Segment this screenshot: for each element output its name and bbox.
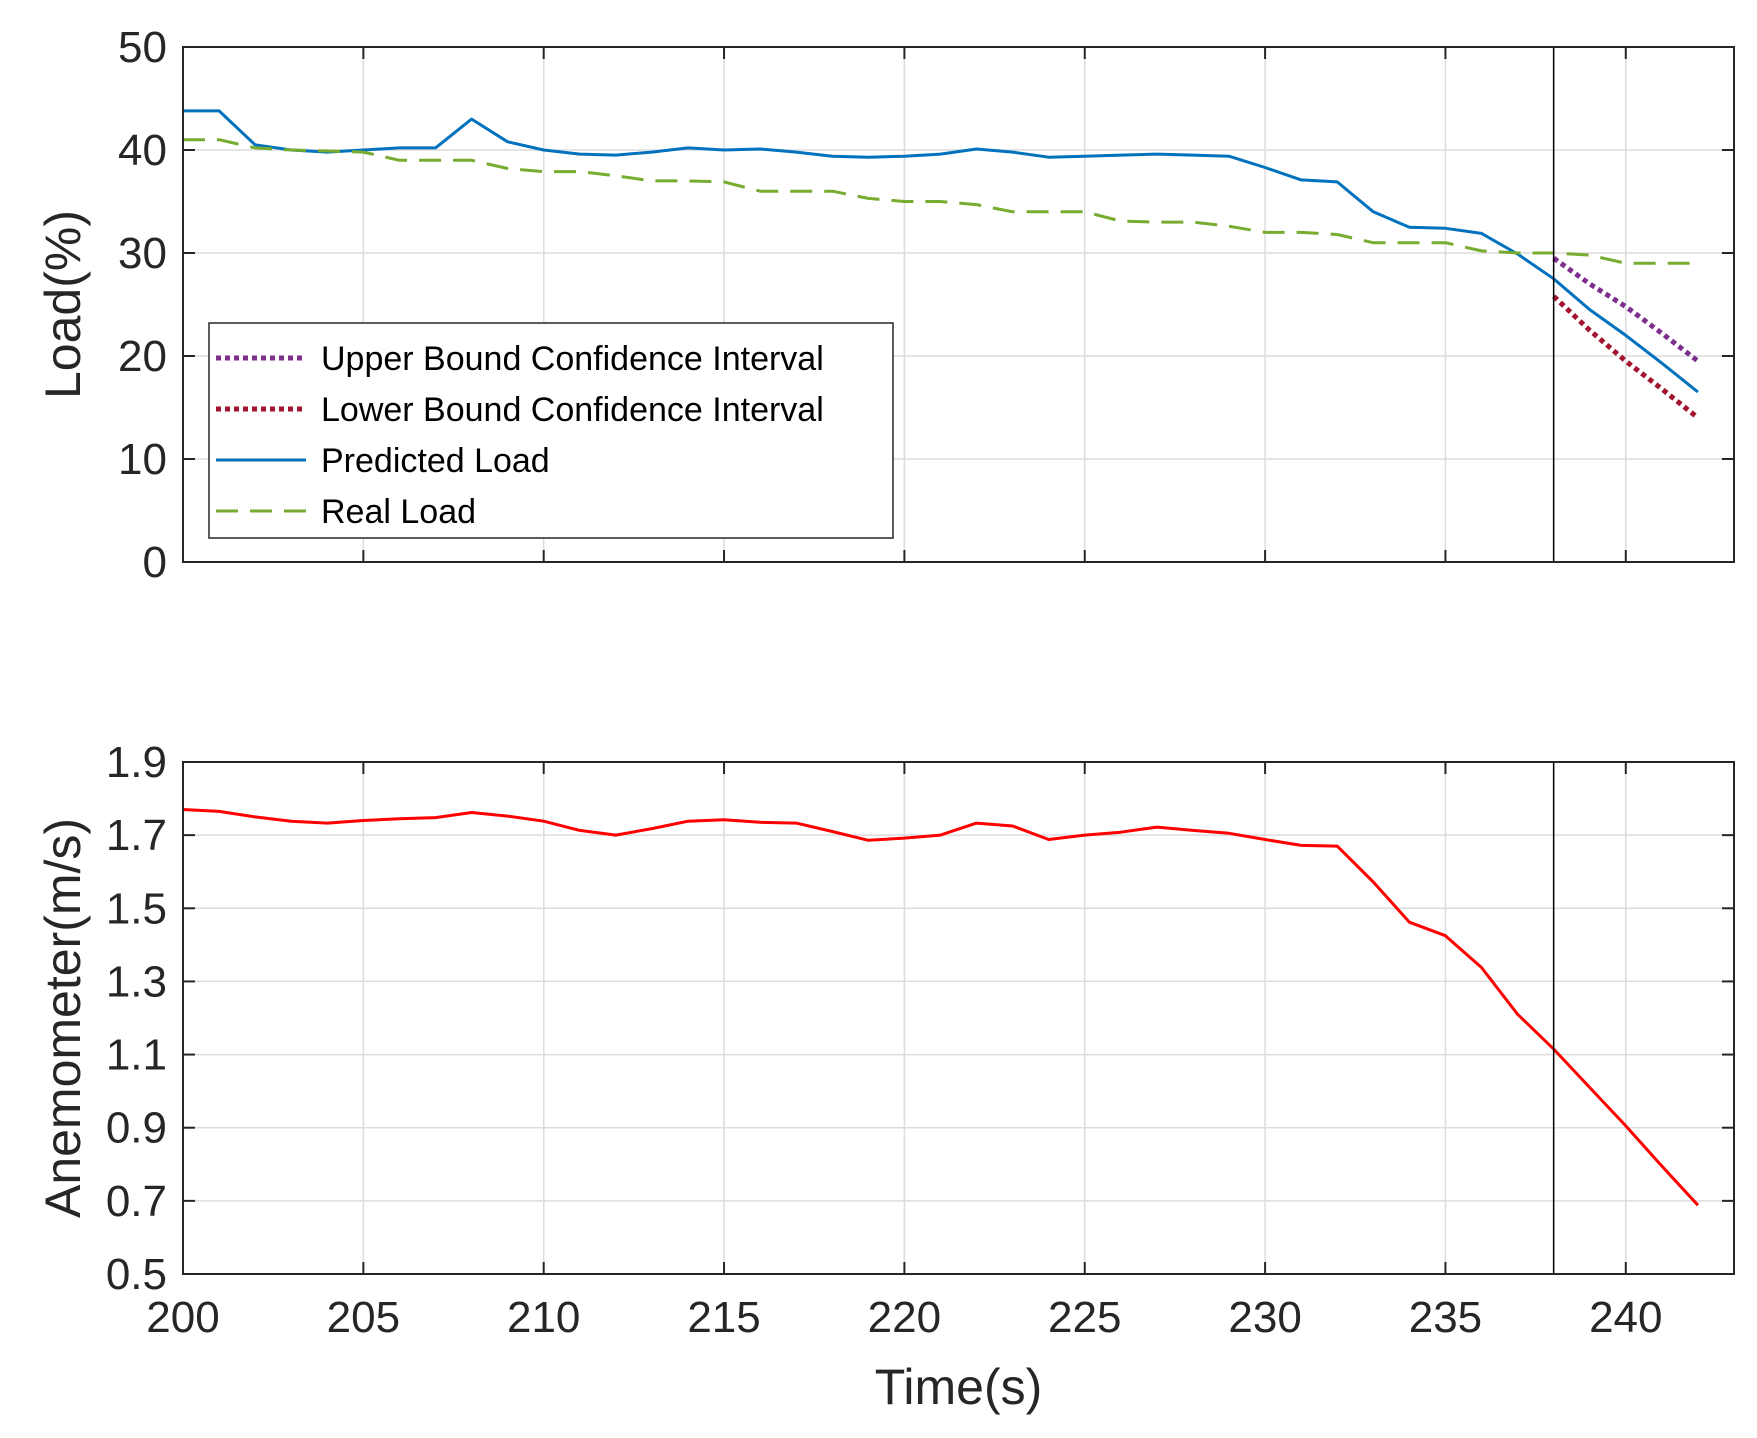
anemometer-chart: 0.5 0.7 0.9 1.1 1.3 1.5 1.7 1.9 200 205 210 215 220…: [35, 738, 1735, 1415]
legend-box: [208, 322, 894, 539]
load-ytick-labels: 0 10 20 30 40 50: [118, 23, 167, 587]
anemometer-ytick-labels: 0.5 0.7 0.9 1.1 1.3 1.5 1.7 1.9: [106, 738, 167, 1299]
load-ytick-label: 30: [118, 229, 167, 278]
load-ticks: [182, 46, 1734, 563]
anemometer-xtick-labels: 200 205 210 215 220 225 230 235 240: [146, 1293, 1662, 1342]
anemometer-ytick-label: 1.9: [106, 738, 167, 787]
load-axes-frame: [182, 46, 1735, 563]
anemometer-ytick-label: 1.5: [106, 884, 167, 933]
load-series-line-1: [1551, 294, 1700, 420]
anemometer-ytick-label: 0.9: [106, 1104, 167, 1153]
anemometer-axes-frame: [182, 761, 1735, 1275]
anemometer-ytick-label: 1.1: [106, 1031, 167, 1080]
load-chart: 0 10 20 30 40 50 Load(%) Upper Bound Confiden…: [35, 23, 1735, 587]
legend-label-upper-bound: Upper Bound Confidence Interval: [321, 340, 824, 378]
anemometer-xtick-label: 235: [1409, 1293, 1482, 1342]
anemometer-ytick-label: 1.3: [106, 957, 167, 1006]
anemometer-series-line-0: [182, 808, 1700, 1207]
anemometer-xtick-label: 240: [1589, 1293, 1662, 1342]
anemometer-plot-area: [183, 762, 1734, 1274]
anemometer-ylabel: Anemometer(m/s): [35, 818, 91, 1218]
anemometer-xtick-label: 210: [507, 1293, 580, 1342]
anemometer-grid: [183, 762, 1734, 1274]
anemometer-ticks: [182, 761, 1734, 1275]
anemometer-ytick-label: 0.5: [106, 1250, 167, 1299]
load-ylabel: Load(%): [35, 210, 91, 399]
anemometer-xtick-label: 230: [1228, 1293, 1301, 1342]
load-series-line-0: [1552, 256, 1700, 364]
anemometer-xtick-label: 220: [868, 1293, 941, 1342]
legend: Upper Bound Confidence Interval Lower Bo…: [208, 322, 894, 539]
load-ytick-label: 20: [118, 332, 167, 381]
load-series-line-3: [183, 138, 1698, 265]
anemometer-ytick-label: 0.7: [106, 1177, 167, 1226]
legend-label-lower-bound: Lower Bound Confidence Interval: [321, 391, 824, 429]
anemometer-xlabel: Time(s): [875, 1359, 1043, 1415]
anemometer-xtick-label: 200: [146, 1293, 219, 1342]
load-ytick-label: 10: [118, 435, 167, 484]
legend-label-predicted-load: Predicted Load: [321, 442, 550, 480]
anemometer-series: [182, 808, 1700, 1207]
load-series-line-2: [183, 109, 1699, 394]
legend-label-real-load: Real Load: [321, 493, 476, 531]
anemometer-xtick-label: 205: [327, 1293, 400, 1342]
anemometer-xtick-label: 225: [1048, 1293, 1121, 1342]
anemometer-ytick-label: 1.7: [106, 811, 167, 860]
load-ytick-label: 50: [118, 23, 167, 72]
load-ytick-label: 40: [118, 126, 167, 175]
anemometer-xtick-label: 215: [687, 1293, 760, 1342]
load-ytick-label: 0: [143, 538, 167, 587]
load-series: [183, 109, 1700, 420]
